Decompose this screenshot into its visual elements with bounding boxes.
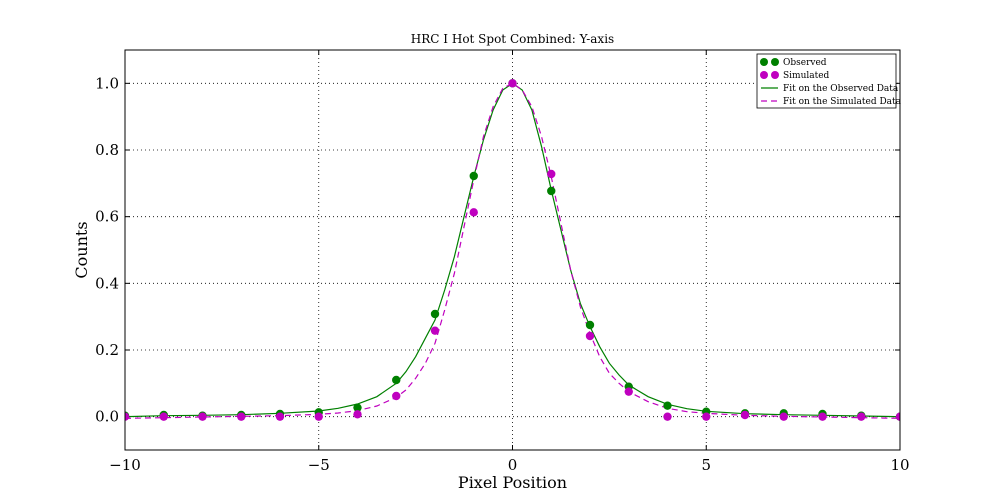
data-point-simulated <box>469 208 478 217</box>
data-point-simulated <box>740 410 750 420</box>
data-point-observed <box>547 186 556 196</box>
data-point-simulated <box>585 331 595 341</box>
data-point-simulated <box>895 412 900 421</box>
x-tick-label: 10 <box>890 456 909 474</box>
y-tick-label: 0.2 <box>95 341 119 359</box>
chart-title: HRC I Hot Spot Combined: Y-axis <box>411 32 614 46</box>
y-tick-label: 0.8 <box>95 141 119 159</box>
data-point-simulated <box>159 412 168 421</box>
data-point-simulated <box>237 412 246 421</box>
data-point-simulated <box>779 412 788 421</box>
legend-label-fit-on-the-observed-data: Fit on the Observed Data <box>783 84 899 94</box>
data-point-simulated <box>353 410 362 419</box>
legend-marker-simulated <box>760 71 768 79</box>
data-point-simulated <box>508 79 517 88</box>
legend-label-observed: Observed <box>783 58 827 68</box>
legend-label-fit-on-the-simulated-data: Fit on the Simulated Data <box>783 97 902 107</box>
x-tick-label: 5 <box>701 456 711 474</box>
data-point-simulated <box>392 391 401 401</box>
legend-marker-simulated <box>771 71 779 79</box>
x-axis-label: Pixel Position <box>458 473 567 492</box>
data-point-observed <box>469 171 478 181</box>
data-point-simulated <box>547 169 556 179</box>
data-point-observed <box>585 320 595 330</box>
data-point-simulated <box>275 412 285 421</box>
x-tick-label: 0 <box>508 456 518 474</box>
x-tick-label: −5 <box>308 456 330 474</box>
data-point-simulated <box>857 412 866 421</box>
data-point-simulated <box>314 412 323 421</box>
ticks: −10 −5 0 5 10 0.0 0.2 0.4 0.6 0.8 1.0 <box>95 50 910 474</box>
data-point-simulated <box>430 326 440 335</box>
data-point-simulated <box>125 412 130 421</box>
y-tick-label: 0.6 <box>95 208 119 226</box>
y-tick-label: 1.0 <box>95 74 119 92</box>
y-tick-label: 0.4 <box>95 274 119 292</box>
legend-box <box>756 53 897 109</box>
data-point-simulated <box>702 412 711 421</box>
plot-series <box>125 79 900 421</box>
data-point-observed <box>353 403 362 412</box>
data-point-observed <box>663 401 672 410</box>
data-point-simulated <box>818 412 827 421</box>
y-tick-label: 0.0 <box>95 408 119 426</box>
data-point-simulated <box>624 387 633 396</box>
data-point-observed <box>392 375 401 385</box>
data-point-observed <box>430 309 440 319</box>
y-axis-label: Counts <box>72 221 91 278</box>
legend: Observed Simulated Fit on the Observed Dat… <box>756 53 902 109</box>
legend-label-simulated: Simulated <box>783 71 830 81</box>
data-point-simulated <box>198 412 207 421</box>
legend-marker-observed <box>771 58 779 66</box>
x-tick-label: −10 <box>109 456 141 474</box>
data-point-simulated <box>663 412 672 421</box>
legend-marker-observed <box>760 58 768 66</box>
plot-frame <box>124 49 901 451</box>
